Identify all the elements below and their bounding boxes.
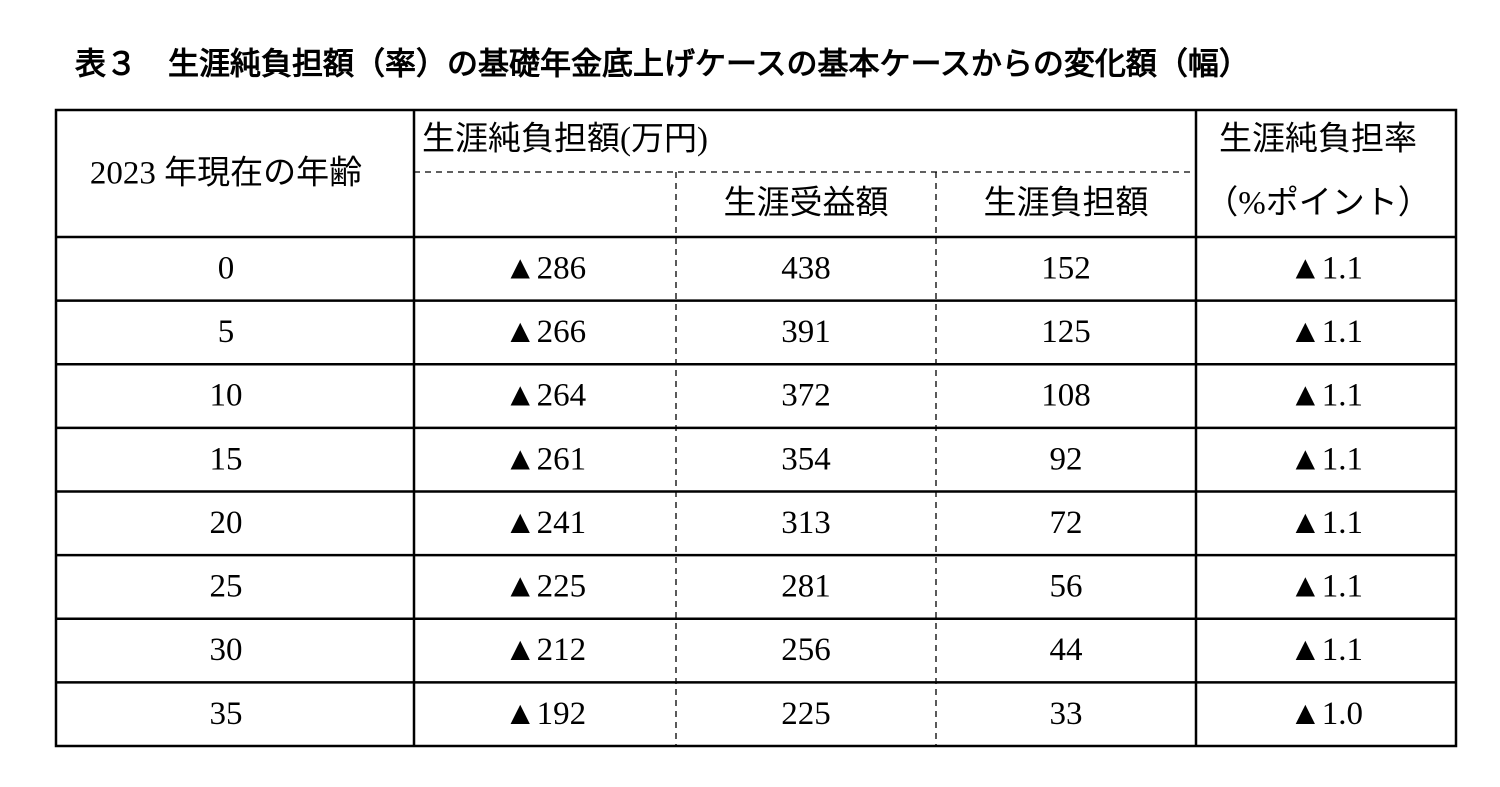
cell: ▲264 [504, 378, 586, 414]
cell: 72 [1050, 505, 1083, 541]
cell: ▲1.1 [1289, 250, 1363, 286]
header-burden: 生涯負担額 [984, 185, 1149, 222]
cell: 35 [210, 696, 243, 732]
cell: 391 [781, 314, 831, 350]
cell: ▲1.1 [1289, 505, 1363, 541]
cell: ▲1.1 [1289, 569, 1363, 605]
cell: ▲261 [504, 441, 586, 477]
cell: 354 [781, 441, 831, 477]
cell: 256 [781, 632, 831, 668]
cell: ▲241 [504, 505, 586, 541]
header-age: 2023 年現在の年齢 [90, 155, 362, 192]
cell: 20 [210, 505, 243, 541]
cell: ▲286 [504, 250, 586, 286]
cell: 438 [781, 250, 831, 286]
cell: ▲1.1 [1289, 441, 1363, 477]
cell: 92 [1050, 441, 1083, 477]
cell: ▲1.1 [1289, 378, 1363, 414]
cell: 0 [218, 250, 235, 286]
cell: 30 [210, 632, 243, 668]
cell: ▲1.0 [1289, 696, 1363, 732]
cell: 125 [1041, 314, 1091, 350]
cell: ▲266 [504, 314, 586, 350]
cell: 56 [1050, 569, 1083, 605]
cell: 33 [1050, 696, 1083, 732]
header-rate-unit: （%ポイント） [1205, 185, 1431, 222]
cell: 225 [781, 696, 831, 732]
cell: 10 [210, 378, 243, 414]
cell: ▲192 [504, 696, 586, 732]
table: 2023 年現在の年齢 生涯純負担額(万円) 生涯受益額 生涯負担額 生涯純負担… [54, 108, 1458, 748]
cell: 281 [781, 569, 831, 605]
table-title: 表３ 生涯純負担額（率）の基礎年金底上げケースの基本ケースからの変化額（幅） [74, 47, 1250, 83]
cell: 313 [781, 505, 831, 541]
cell: ▲212 [504, 632, 586, 668]
cell: 372 [781, 378, 831, 414]
header-net: 生涯純負担額(万円) [422, 121, 708, 158]
cell: ▲1.1 [1289, 314, 1363, 350]
cell: 44 [1050, 632, 1083, 668]
cell: ▲225 [504, 569, 586, 605]
cell: 15 [210, 441, 243, 477]
cell: 25 [210, 569, 243, 605]
cell: ▲1.1 [1289, 632, 1363, 668]
header-benefit: 生涯受益額 [724, 185, 889, 222]
header-rate: 生涯純負担率 [1219, 121, 1417, 158]
cell: 5 [218, 314, 235, 350]
cell: 108 [1041, 378, 1091, 414]
cell: 152 [1041, 250, 1091, 286]
